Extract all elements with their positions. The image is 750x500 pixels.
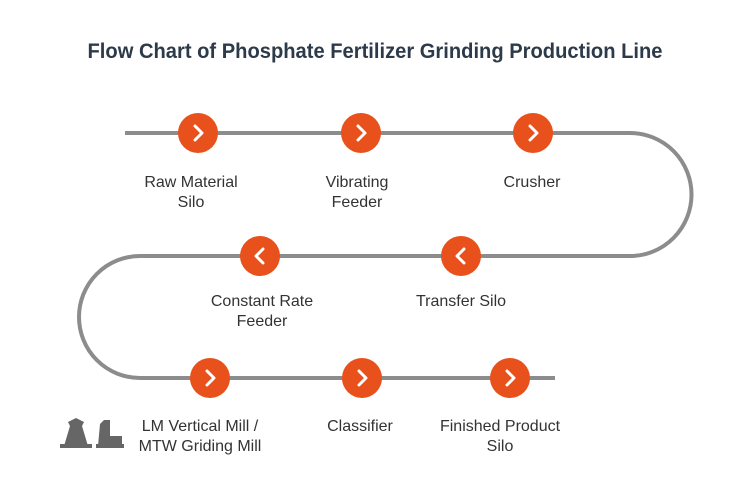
flow-line — [77, 131, 694, 380]
step-label: Vibrating — [326, 174, 389, 191]
step-marker — [240, 236, 280, 276]
step-label: Transfer Silo — [416, 293, 506, 310]
step-label: Silo — [487, 438, 514, 455]
step: LM Vertical Mill / MTW Griding Mill — [139, 358, 262, 455]
nodes: Raw Material Silo Vibrating Feeder Crusher Tr… — [139, 113, 561, 455]
step-label: Crusher — [504, 174, 562, 191]
arrow-icon — [528, 124, 539, 142]
step-label: MTW Griding Mill — [139, 438, 262, 455]
step: Crusher — [504, 113, 562, 191]
step-label: Feeder — [237, 313, 288, 330]
step: Finished Product Silo — [440, 358, 561, 455]
arrow-icon — [356, 124, 367, 142]
step-marker — [190, 358, 230, 398]
step-marker — [341, 113, 381, 153]
step-label: Constant Rate — [211, 293, 313, 310]
step-label: Raw Material — [144, 174, 237, 191]
arrow-icon — [205, 369, 216, 387]
step-label: Finished Product — [440, 418, 561, 435]
arrow-icon — [455, 247, 466, 265]
step-marker — [513, 113, 553, 153]
arrow-icon — [193, 124, 204, 142]
step: Classifier — [327, 358, 394, 435]
title: Flow Chart of Phosphate Fertilizer Grind… — [88, 40, 663, 63]
step: Raw Material Silo — [144, 113, 238, 211]
step-marker — [342, 358, 382, 398]
step: Constant Rate Feeder — [211, 236, 313, 330]
step: Vibrating Feeder — [326, 113, 389, 211]
arrow-icon — [357, 369, 368, 387]
step-marker — [441, 236, 481, 276]
step: Transfer Silo — [416, 236, 506, 310]
step-marker — [178, 113, 218, 153]
arrow-icon — [254, 247, 265, 265]
step-label: Classifier — [327, 418, 393, 435]
mill-icons — [60, 418, 124, 448]
step-label: Feeder — [332, 194, 383, 211]
step-label: LM Vertical Mill / — [142, 418, 259, 435]
arrow-icon — [505, 369, 516, 387]
step-marker — [490, 358, 530, 398]
step-label: Silo — [178, 194, 205, 211]
